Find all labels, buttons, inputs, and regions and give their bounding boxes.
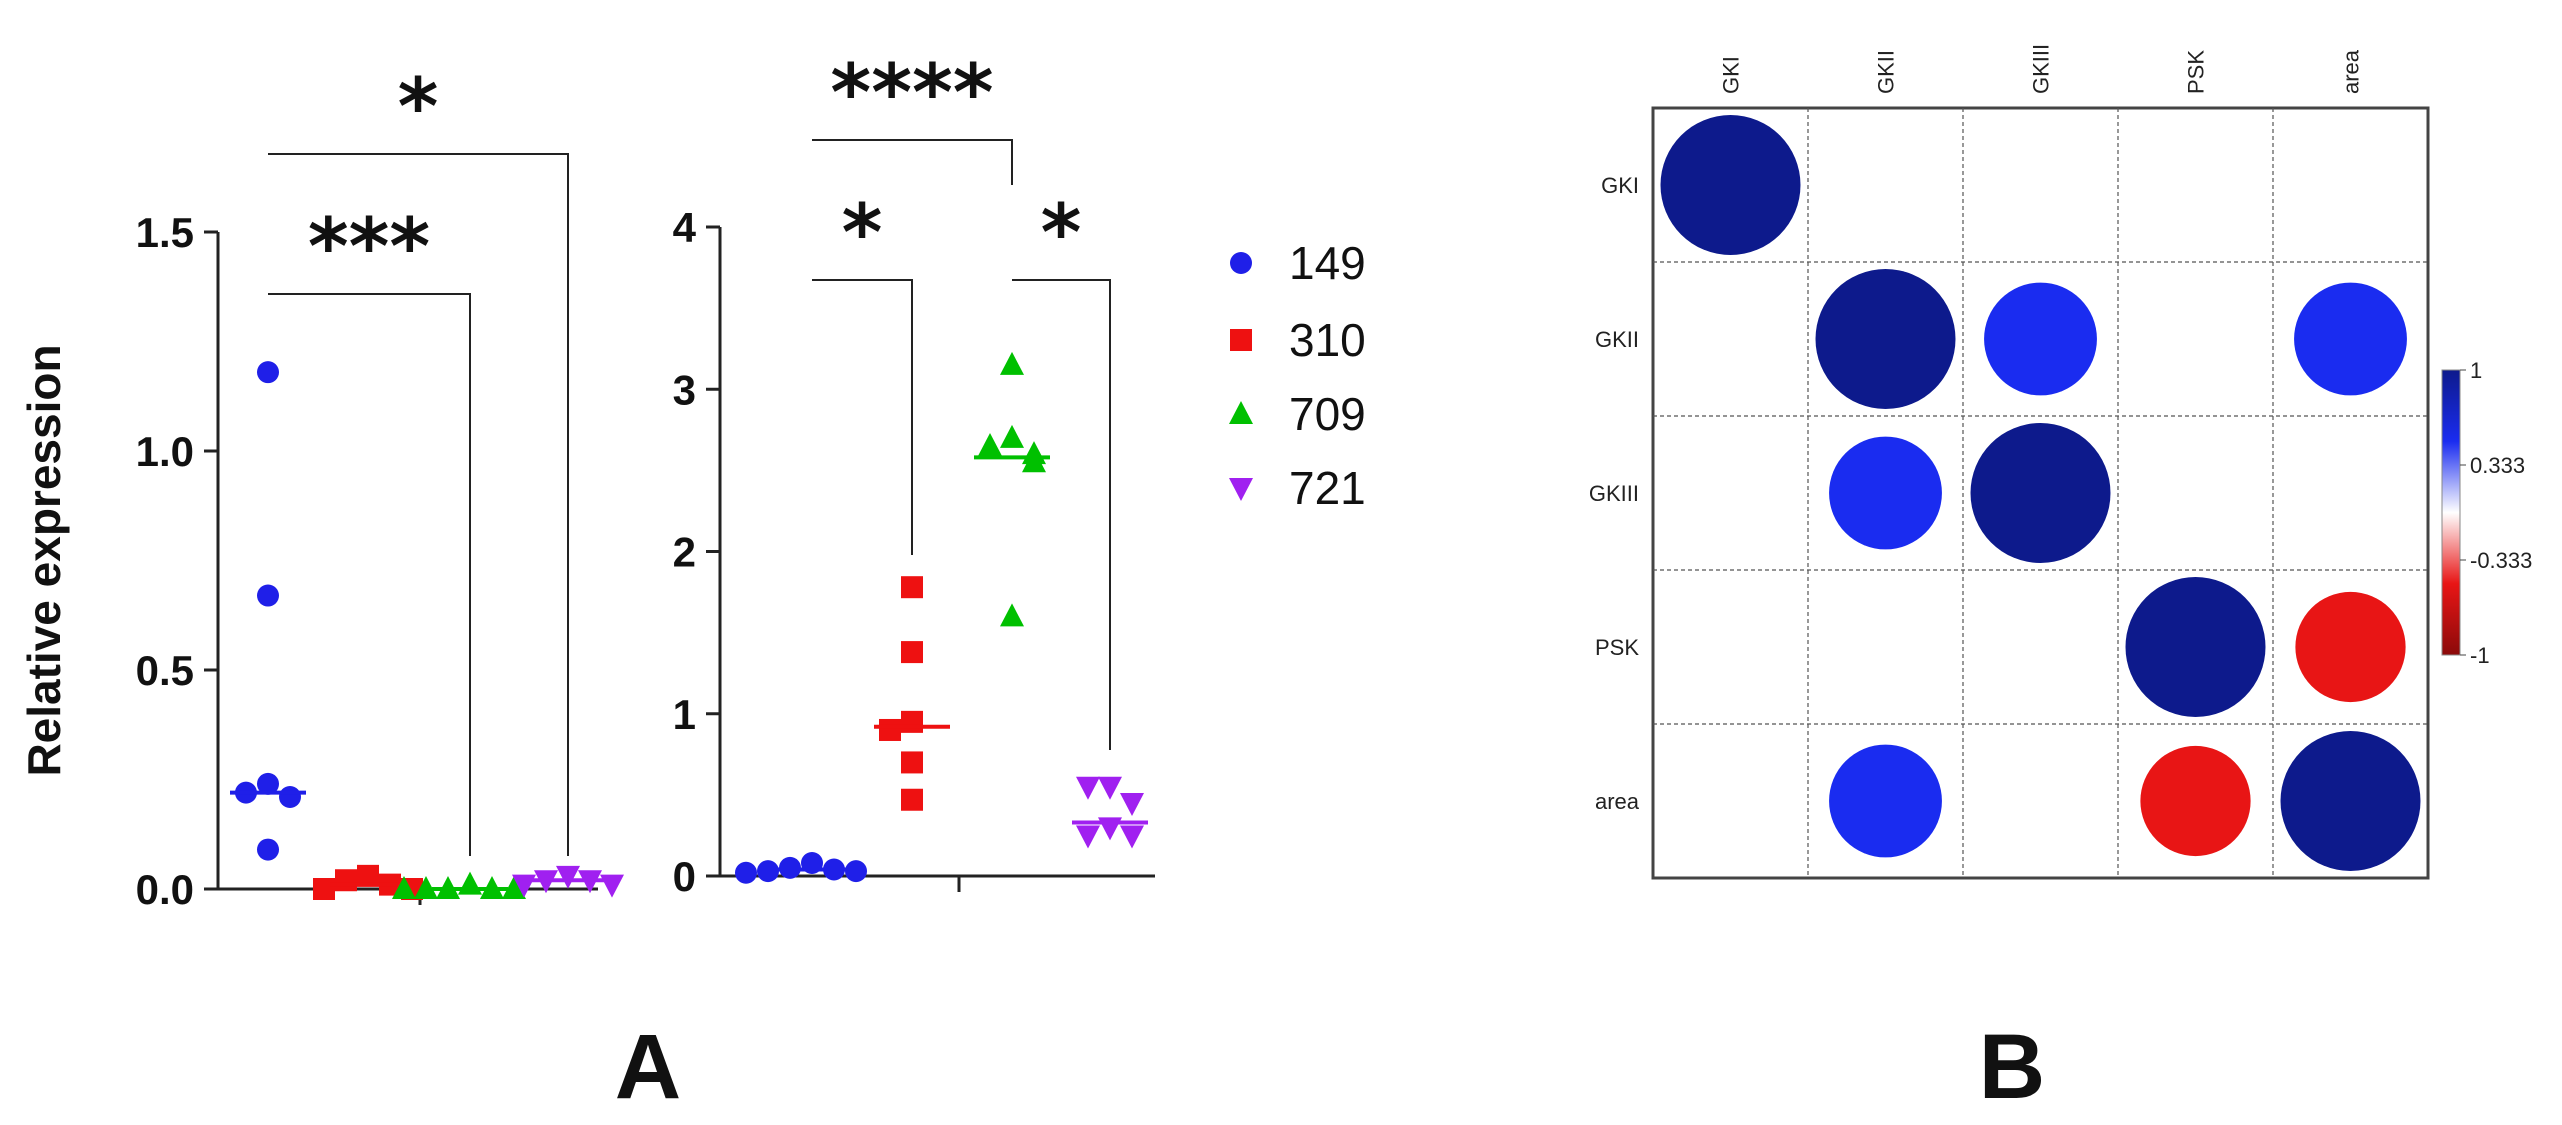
y-tick-label: 1.0 [136,428,194,475]
data-point-149 [279,786,301,809]
data-point-310 [879,718,901,741]
data-point-721 [1120,825,1144,849]
data-point-721 [1076,825,1100,849]
data-point-721 [1076,776,1100,800]
y-tick-label: 4 [673,204,697,251]
y-tick-label: 2 [673,529,696,576]
significance-stars: *** [308,203,430,293]
correlation-circle [2140,745,2251,857]
correlation-circle [1829,744,1942,858]
data-point-310 [357,864,379,887]
significance-bracket [268,153,569,856]
data-point-721 [556,865,580,889]
significance-stars: * [842,189,883,279]
data-point-310 [901,641,923,664]
data-point-310 [901,576,923,599]
legend-label-310: 310 [1289,314,1366,366]
panel-b-correlation-plot: GKI GKI GKII GKII GKIII GKIII PSK PSK area area 1 0… [1589,44,2532,880]
colorbar-tick-label: -1 [2470,643,2490,668]
row-label: GKII [1595,327,1639,352]
legend-marker-310 [1230,329,1252,351]
legend-label-149: 149 [1289,237,1366,289]
significance-bracket [812,279,913,555]
data-point-709 [1000,351,1024,375]
data-point-721 [1120,792,1144,816]
colorbar-tick-label: 0.333 [2470,453,2525,478]
data-point-709 [1000,424,1024,448]
significance-bracket [268,293,471,856]
colorbar [2441,369,2461,656]
row-label: area [1595,789,1640,814]
correlation-circle [2125,577,2266,717]
significance-bracket [812,139,1013,185]
row-label: GKIII [1589,481,1639,506]
data-point-310 [313,878,335,900]
data-point-721 [600,874,624,898]
colorbar-tick-label: -0.333 [2470,548,2532,573]
data-point-149 [257,361,279,384]
correlation-grid-frame [1651,106,2430,880]
y-tick-label: 3 [673,366,696,413]
data-point-709 [458,871,482,895]
data-point-149 [257,838,279,861]
legend: 149 310 709 721 [1229,237,1366,514]
data-point-310 [901,751,923,774]
legend-marker-149 [1230,252,1252,274]
correlation-circle [1970,423,2111,563]
column-label: GKI [1719,56,1744,94]
correlation-circle [2294,282,2407,396]
significance-bracket [1012,279,1111,750]
correlation-circle [1815,269,1956,409]
data-point-149 [257,584,279,607]
data-point-149 [735,861,757,884]
legend-marker-709 [1229,401,1253,424]
correlation-circle [2280,731,2421,871]
data-point-709 [1000,603,1024,627]
data-point-709 [502,876,526,899]
legend-marker-721 [1229,478,1253,501]
correlation-circle [1829,436,1942,550]
data-point-149 [257,772,279,795]
data-point-310 [901,788,923,811]
data-point-721 [1098,776,1122,800]
data-point-149 [757,860,779,883]
column-label: PSK [2184,50,2209,94]
data-point-709 [978,433,1002,457]
significance-stars: * [1041,189,1082,279]
row-label: PSK [1595,635,1639,660]
data-point-709 [414,876,438,899]
y-tick-label: 1 [673,691,696,738]
panel-label-b: B [1979,1016,2045,1118]
y-tick-label: 0.0 [136,866,194,913]
data-point-709 [1022,449,1046,473]
legend-label-709: 709 [1289,388,1366,440]
significance-stars: **** [830,49,993,139]
significance-stars: * [398,63,439,153]
correlation-circle [1984,282,2097,396]
colorbar-tick-label: 1 [2470,358,2482,383]
column-label: GKII [1874,50,1899,94]
data-point-310 [901,710,923,733]
column-label: GKIII [2029,44,2054,94]
row-label: GKI [1601,173,1639,198]
y-axis-title: Relative expression [18,344,70,776]
data-point-310 [335,869,357,892]
data-point-709 [392,876,416,899]
correlation-circle [2295,591,2406,703]
y-tick-label: 1.5 [136,209,194,256]
column-label: area [2339,49,2364,94]
data-point-149 [845,860,867,883]
y-tick-label: 0 [673,853,696,900]
correlation-circle [1660,115,1801,255]
legend-label-721: 721 [1289,462,1366,514]
y-tick-label: 0.5 [136,647,194,694]
panel-label-a: A [615,1016,681,1118]
